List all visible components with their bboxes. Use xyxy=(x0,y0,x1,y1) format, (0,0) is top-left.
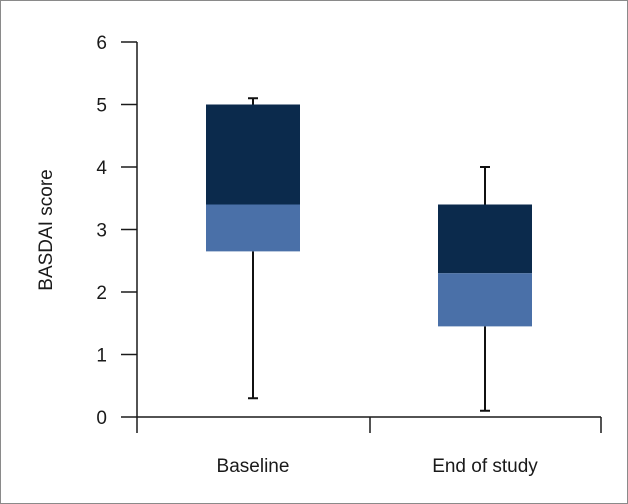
y-tick-label: 3 xyxy=(96,221,107,242)
y-tick-label: 1 xyxy=(96,346,107,367)
box-1 xyxy=(206,97,300,400)
y-tick-label: 2 xyxy=(96,283,107,304)
x-axis: Baseline End of study xyxy=(136,416,602,477)
box-upper-segment xyxy=(206,104,300,205)
y-axis-title: BASDAI score xyxy=(36,169,57,290)
x-category-label: End of study xyxy=(432,456,538,477)
box-lower-segment xyxy=(206,204,300,252)
box-series xyxy=(206,97,532,412)
y-tick-label: 4 xyxy=(96,158,107,179)
x-category-label: Baseline xyxy=(217,456,290,477)
y-axis: 0 1 2 3 4 5 6 xyxy=(96,33,138,429)
y-tick-label: 0 xyxy=(96,408,107,429)
box-2 xyxy=(438,166,532,412)
box-upper-segment xyxy=(438,204,532,274)
y-tick-label: 5 xyxy=(96,96,107,117)
y-tick-label: 6 xyxy=(96,33,107,54)
box-lower-segment xyxy=(438,273,532,327)
